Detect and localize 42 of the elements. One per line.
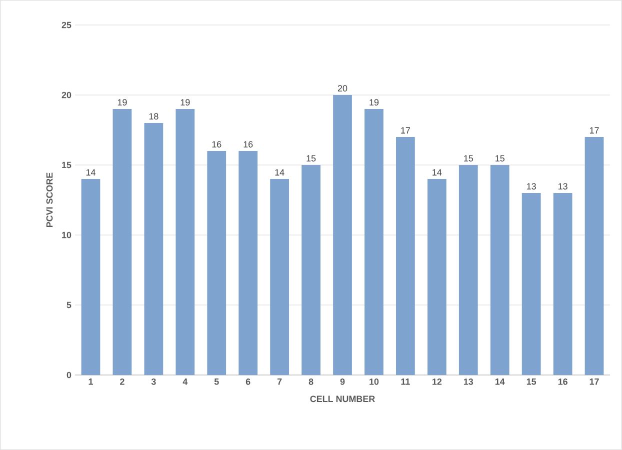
data-label: 17 — [590, 127, 599, 134]
x-tick-label: 17 — [590, 378, 599, 385]
data-label: 14 — [432, 169, 442, 176]
y-tick-label: 0 — [66, 372, 72, 378]
x-tick-label: 7 — [277, 378, 282, 385]
data-label: 19 — [118, 99, 127, 106]
x-axis-title: CELL NUMBER — [310, 396, 375, 402]
y-tick-label: 15 — [62, 162, 72, 168]
x-tick-label: 10 — [370, 378, 379, 385]
data-label: 14 — [275, 169, 284, 176]
data-label: 20 — [338, 85, 348, 92]
x-tick-label: 13 — [464, 378, 474, 385]
data-label: 17 — [401, 127, 410, 134]
x-tick-label: 5 — [214, 378, 219, 385]
x-tick-label: 15 — [526, 378, 536, 385]
data-label: 15 — [464, 155, 473, 162]
data-label: 16 — [212, 141, 222, 148]
y-tick-label: 10 — [62, 232, 72, 238]
x-tick-label: 16 — [558, 378, 568, 385]
x-tick-label: 4 — [182, 378, 188, 385]
y-tick-label: 20 — [62, 92, 72, 98]
x-tick-label: 2 — [120, 378, 124, 385]
data-label: 18 — [149, 113, 158, 120]
y-tick-label: 25 — [62, 22, 72, 28]
data-label: 15 — [496, 155, 504, 162]
y-axis-title: PCVI SCORE — [46, 172, 53, 228]
y-tick-label: 5 — [66, 302, 72, 308]
data-label: 16 — [244, 141, 253, 148]
data-label: 15 — [306, 155, 316, 162]
x-tick-label: 1 — [88, 378, 93, 385]
x-tick-label: 9 — [340, 378, 345, 385]
data-label: 13 — [527, 183, 536, 190]
data-label: 13 — [558, 183, 568, 190]
data-label: 19 — [180, 99, 190, 106]
x-tick-label: 6 — [246, 378, 250, 385]
x-tick-label: 12 — [432, 378, 442, 385]
x-tick-label: 3 — [151, 378, 156, 385]
x-tick-label: 14 — [495, 378, 505, 385]
x-tick-label: 8 — [308, 378, 314, 385]
x-tick-label: 11 — [401, 378, 410, 385]
data-label: 19 — [370, 99, 379, 106]
data-label: 14 — [86, 169, 96, 176]
